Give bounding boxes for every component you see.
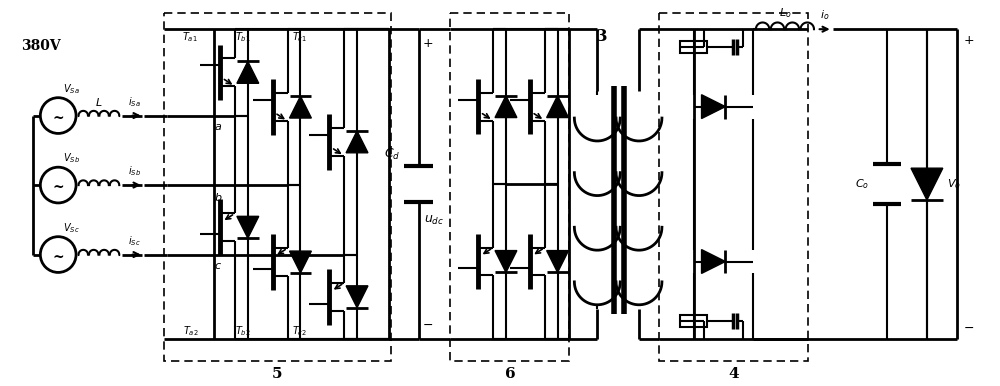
Text: $T_{b1}$: $T_{b1}$ bbox=[235, 30, 251, 44]
Text: $C_o$: $C_o$ bbox=[855, 177, 869, 191]
Text: $b$: $b$ bbox=[214, 191, 223, 203]
Text: 3: 3 bbox=[595, 28, 607, 45]
Text: $T_{b2}$: $T_{b2}$ bbox=[235, 324, 251, 338]
Text: 4: 4 bbox=[728, 367, 739, 381]
Polygon shape bbox=[547, 96, 569, 118]
Text: $T_{a1}$: $T_{a1}$ bbox=[182, 30, 198, 44]
Text: $i_{Sc}$: $i_{Sc}$ bbox=[128, 234, 141, 247]
Polygon shape bbox=[346, 131, 368, 153]
Text: 380V: 380V bbox=[21, 39, 61, 53]
Text: $V_o$: $V_o$ bbox=[947, 177, 961, 191]
Text: $C_d$: $C_d$ bbox=[384, 147, 401, 162]
Text: $L$: $L$ bbox=[95, 96, 103, 108]
Polygon shape bbox=[346, 286, 368, 308]
Polygon shape bbox=[495, 96, 517, 118]
Text: $V_{Sb}$: $V_{Sb}$ bbox=[63, 151, 80, 165]
Polygon shape bbox=[290, 251, 311, 273]
Text: $T_{c2}$: $T_{c2}$ bbox=[292, 324, 307, 338]
Text: $i_{Sa}$: $i_{Sa}$ bbox=[128, 95, 141, 108]
Text: $u_{dc}$: $u_{dc}$ bbox=[424, 214, 444, 227]
Text: $i_{Sb}$: $i_{Sb}$ bbox=[128, 164, 141, 178]
Text: $T_{c1}$: $T_{c1}$ bbox=[292, 30, 307, 44]
Text: ~: ~ bbox=[52, 249, 64, 264]
Polygon shape bbox=[495, 251, 517, 273]
Polygon shape bbox=[702, 95, 725, 119]
Bar bbox=[164, 13, 391, 361]
Polygon shape bbox=[911, 168, 943, 200]
Text: $a$: $a$ bbox=[214, 122, 222, 132]
Polygon shape bbox=[237, 216, 259, 238]
Text: $-$: $-$ bbox=[422, 318, 433, 331]
Polygon shape bbox=[547, 251, 569, 273]
Text: $L_o$: $L_o$ bbox=[779, 7, 791, 20]
Text: ~: ~ bbox=[52, 110, 64, 125]
Text: $c$: $c$ bbox=[214, 261, 222, 271]
Bar bbox=[680, 315, 707, 327]
Polygon shape bbox=[702, 250, 725, 273]
Bar bbox=[680, 41, 707, 53]
Polygon shape bbox=[290, 96, 311, 118]
Text: 6: 6 bbox=[505, 367, 515, 381]
Text: $+$: $+$ bbox=[422, 37, 433, 50]
Bar bbox=[659, 13, 808, 361]
Bar bbox=[450, 13, 569, 361]
Text: 5: 5 bbox=[271, 367, 282, 381]
Text: ~: ~ bbox=[52, 180, 64, 194]
Text: $V_{Sa}$: $V_{Sa}$ bbox=[63, 82, 80, 96]
Polygon shape bbox=[237, 61, 259, 83]
Text: $-$: $-$ bbox=[963, 321, 974, 334]
Text: $V_{Sc}$: $V_{Sc}$ bbox=[63, 221, 80, 235]
Text: $T_{a2}$: $T_{a2}$ bbox=[183, 324, 198, 338]
Text: $+$: $+$ bbox=[963, 34, 974, 47]
Text: $i_o$: $i_o$ bbox=[820, 8, 829, 22]
